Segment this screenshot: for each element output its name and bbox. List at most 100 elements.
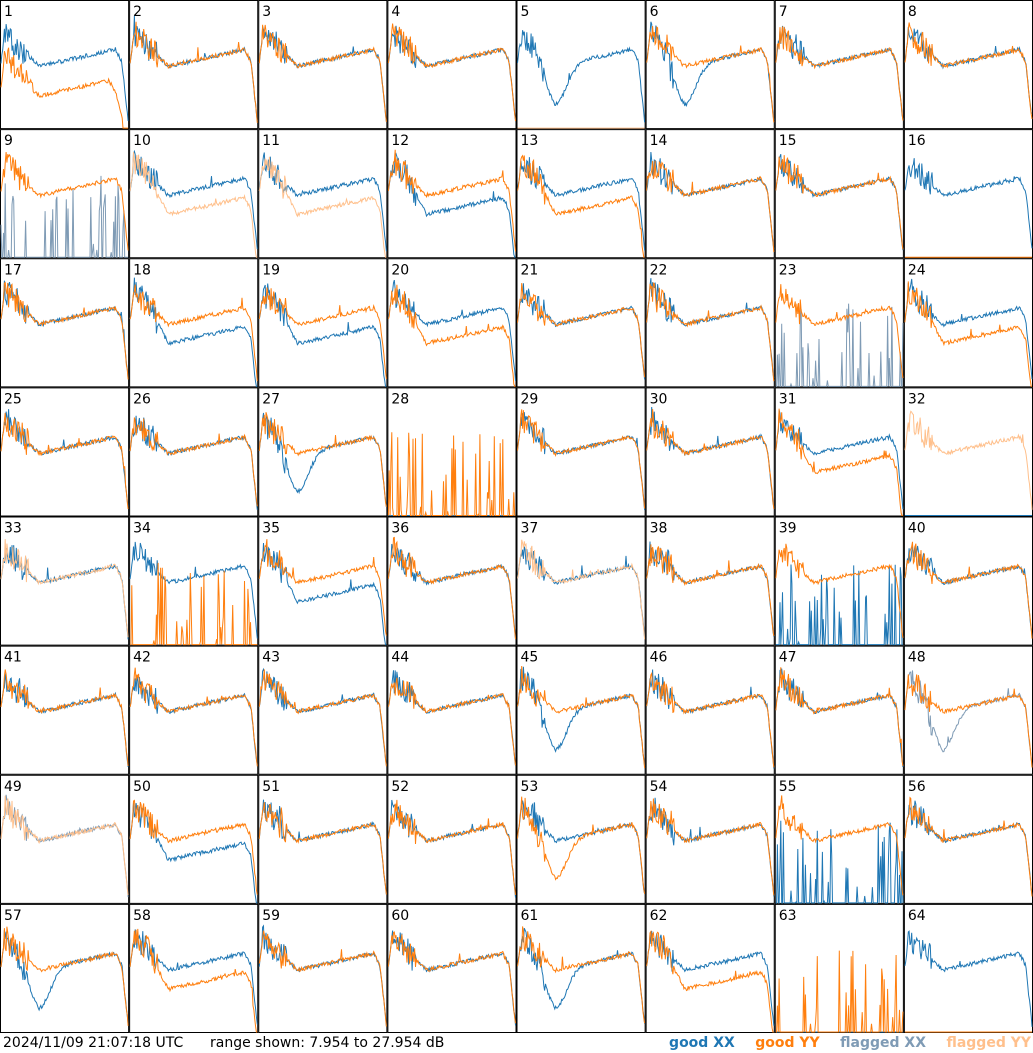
- tile-28: 28: [387, 387, 517, 517]
- series-xx-good: [517, 546, 646, 639]
- tile-frame: [645, 645, 775, 775]
- series-yy-good: [258, 669, 387, 767]
- tile-label: 17: [4, 262, 22, 278]
- tile-label: 16: [908, 133, 926, 149]
- tile-label: 42: [133, 650, 151, 666]
- tile-7: 7: [774, 0, 904, 130]
- tile-frame: [129, 0, 259, 130]
- tile-label: 30: [650, 391, 668, 407]
- series-yy-good: [775, 408, 903, 516]
- tile-label: 39: [779, 521, 797, 537]
- tile-label: 14: [650, 133, 668, 149]
- tile-43: 43: [258, 645, 388, 775]
- series-yy-good: [904, 796, 1033, 897]
- tile-label: 49: [4, 779, 22, 795]
- tile-label: 64: [908, 908, 926, 924]
- tile-40: 40: [903, 516, 1033, 646]
- tile-frame: [258, 0, 388, 130]
- tile-27: 27: [258, 387, 388, 517]
- series-xx-good: [129, 802, 258, 904]
- tile-frame: [903, 645, 1033, 775]
- tile-12: 12: [387, 129, 517, 259]
- series-yy-good: [0, 281, 129, 380]
- series-yy-good: [517, 926, 646, 1024]
- series-yy-good: [0, 412, 129, 510]
- tile-4: 4: [387, 0, 517, 130]
- tile-label: 61: [521, 908, 539, 924]
- series-yy-good: [517, 283, 646, 378]
- tile-29: 29: [516, 387, 646, 517]
- tile-frame: [645, 903, 775, 1033]
- tile-25: 25: [0, 387, 130, 517]
- tile-frame: [0, 387, 130, 517]
- tile-frame: [258, 516, 388, 646]
- tile-label: 52: [391, 779, 409, 795]
- series-xx-good: [904, 158, 1033, 249]
- tile-label: 43: [262, 650, 280, 666]
- series-yy-good: [130, 562, 258, 646]
- tile-38: 38: [645, 516, 775, 646]
- tile-5: 5: [516, 0, 646, 130]
- tile-frame: [774, 645, 904, 775]
- tile-9: 9: [0, 129, 130, 259]
- series-yy-good: [517, 409, 646, 509]
- tile-56: 56: [903, 774, 1033, 904]
- series-yy-good: [646, 160, 775, 253]
- tile-37: 37: [516, 516, 646, 646]
- tile-label: 44: [391, 650, 409, 666]
- tile-label: 33: [4, 521, 22, 537]
- series-yy-flagged: [517, 539, 646, 640]
- tile-label: 2: [133, 4, 142, 20]
- tile-frame: [774, 387, 904, 517]
- tile-frame: [645, 387, 775, 517]
- tile-label: 8: [908, 4, 917, 20]
- tile-42: 42: [129, 645, 259, 775]
- tile-frame: [903, 516, 1033, 646]
- tile-label: 40: [908, 521, 926, 537]
- tile-label: 46: [650, 650, 668, 666]
- tile-frame: [645, 774, 775, 904]
- series-yy-good: [904, 22, 1033, 119]
- series-xx-flagged: [775, 303, 904, 387]
- tile-frame: [387, 516, 517, 646]
- series-yy-good: [646, 409, 775, 509]
- tile-label: 4: [391, 4, 400, 20]
- series-yy-good: [0, 152, 129, 251]
- tile-frame: [645, 516, 775, 646]
- series-xx-good: [517, 800, 646, 894]
- tile-label: 32: [908, 391, 926, 407]
- tile-frame: [258, 129, 388, 259]
- tile-label: 21: [521, 262, 539, 278]
- series-yy-good: [775, 667, 904, 766]
- tile-18: 18: [129, 258, 259, 388]
- tile-frame: [258, 387, 388, 517]
- tile-61: 61: [516, 903, 646, 1033]
- tile-label: 11: [262, 133, 280, 149]
- series-yy-good: [775, 284, 904, 379]
- tile-frame: [645, 258, 775, 388]
- tile-label: 15: [779, 133, 797, 149]
- tile-frame: [129, 903, 259, 1033]
- tile-frame: [516, 258, 646, 388]
- tile-frame: [129, 645, 259, 775]
- series-xx-good: [646, 930, 775, 1026]
- tile-frame: [258, 774, 388, 904]
- tile-label: 47: [779, 650, 797, 666]
- series-xx-good: [387, 279, 516, 382]
- tile-frame: [258, 645, 388, 775]
- tile-label: 29: [521, 391, 539, 407]
- series-yy-good: [387, 432, 516, 517]
- series-yy-good: [258, 412, 387, 507]
- series-xx-good: [258, 542, 387, 646]
- tile-10: 10: [129, 129, 259, 259]
- tile-frame: [516, 387, 646, 517]
- series-yy-good: [387, 23, 516, 122]
- tile-frame: [774, 0, 904, 130]
- series-xx-good: [0, 409, 129, 507]
- tile-59: 59: [258, 903, 388, 1033]
- tile-3: 3: [258, 0, 388, 130]
- series-yy-good: [517, 154, 645, 258]
- series-yy-good: [775, 26, 904, 121]
- tile-48: 48: [903, 645, 1033, 775]
